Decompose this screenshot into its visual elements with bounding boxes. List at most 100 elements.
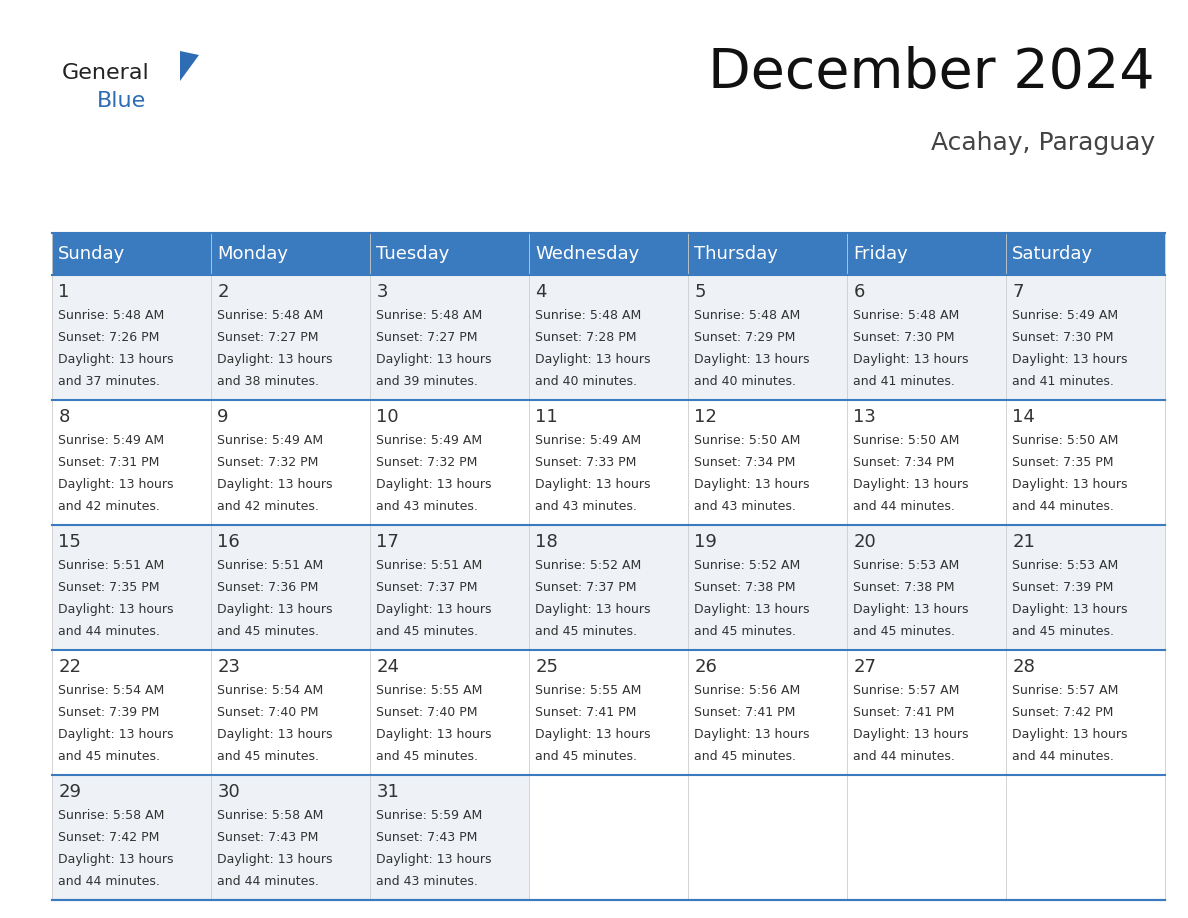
Text: Sunset: 7:30 PM: Sunset: 7:30 PM — [853, 331, 955, 344]
Text: Daylight: 13 hours: Daylight: 13 hours — [694, 728, 810, 741]
Text: Daylight: 13 hours: Daylight: 13 hours — [694, 353, 810, 366]
Text: Sunrise: 5:48 AM: Sunrise: 5:48 AM — [853, 309, 960, 322]
Text: 6: 6 — [853, 284, 865, 301]
Text: and 44 minutes.: and 44 minutes. — [1012, 500, 1114, 513]
Text: Sunset: 7:37 PM: Sunset: 7:37 PM — [377, 581, 478, 594]
Text: and 42 minutes.: and 42 minutes. — [58, 500, 160, 513]
Text: and 42 minutes.: and 42 minutes. — [217, 500, 320, 513]
Bar — [1006, 525, 1165, 650]
Text: and 44 minutes.: and 44 minutes. — [853, 750, 955, 763]
Text: Daylight: 13 hours: Daylight: 13 hours — [853, 603, 969, 616]
Text: 22: 22 — [58, 658, 81, 677]
Text: Sunday: Sunday — [58, 245, 126, 263]
Text: and 40 minutes.: and 40 minutes. — [536, 375, 637, 388]
Text: Sunrise: 5:49 AM: Sunrise: 5:49 AM — [58, 434, 164, 447]
Bar — [369, 275, 529, 400]
Text: 30: 30 — [217, 783, 240, 801]
Bar — [688, 525, 847, 650]
Text: Sunrise: 5:56 AM: Sunrise: 5:56 AM — [694, 684, 801, 698]
Text: Sunrise: 5:50 AM: Sunrise: 5:50 AM — [853, 434, 960, 447]
Text: and 45 minutes.: and 45 minutes. — [58, 750, 160, 763]
Bar — [529, 275, 688, 400]
Text: Sunrise: 5:48 AM: Sunrise: 5:48 AM — [536, 309, 642, 322]
Text: 16: 16 — [217, 533, 240, 551]
Text: Daylight: 13 hours: Daylight: 13 hours — [1012, 478, 1127, 491]
Text: Sunset: 7:32 PM: Sunset: 7:32 PM — [217, 456, 318, 469]
Text: Sunrise: 5:48 AM: Sunrise: 5:48 AM — [694, 309, 801, 322]
Bar — [52, 775, 211, 900]
Text: 14: 14 — [1012, 409, 1035, 426]
Bar — [52, 650, 211, 775]
Text: 9: 9 — [217, 409, 229, 426]
Bar — [211, 525, 369, 650]
Bar — [211, 775, 369, 900]
Bar — [369, 650, 529, 775]
Text: Daylight: 13 hours: Daylight: 13 hours — [217, 603, 333, 616]
Text: Daylight: 13 hours: Daylight: 13 hours — [377, 353, 492, 366]
Bar — [688, 275, 847, 400]
Text: Sunrise: 5:52 AM: Sunrise: 5:52 AM — [694, 559, 801, 572]
Text: 15: 15 — [58, 533, 81, 551]
Text: and 38 minutes.: and 38 minutes. — [217, 375, 320, 388]
Text: Sunrise: 5:52 AM: Sunrise: 5:52 AM — [536, 559, 642, 572]
Text: Sunrise: 5:58 AM: Sunrise: 5:58 AM — [58, 810, 165, 823]
Bar — [529, 525, 688, 650]
Text: 31: 31 — [377, 783, 399, 801]
Text: 24: 24 — [377, 658, 399, 677]
Text: 19: 19 — [694, 533, 718, 551]
Text: Daylight: 13 hours: Daylight: 13 hours — [377, 478, 492, 491]
Text: 13: 13 — [853, 409, 877, 426]
Text: Sunset: 7:39 PM: Sunset: 7:39 PM — [1012, 581, 1113, 594]
Text: Sunrise: 5:49 AM: Sunrise: 5:49 AM — [536, 434, 642, 447]
Text: Sunset: 7:40 PM: Sunset: 7:40 PM — [217, 706, 318, 719]
Text: December 2024: December 2024 — [708, 46, 1155, 100]
Text: 28: 28 — [1012, 658, 1035, 677]
Text: Daylight: 13 hours: Daylight: 13 hours — [694, 603, 810, 616]
Text: Sunset: 7:35 PM: Sunset: 7:35 PM — [58, 581, 160, 594]
Text: Daylight: 13 hours: Daylight: 13 hours — [58, 728, 173, 741]
Bar — [529, 233, 688, 275]
Text: and 44 minutes.: and 44 minutes. — [58, 875, 160, 888]
Text: Daylight: 13 hours: Daylight: 13 hours — [58, 478, 173, 491]
Bar — [211, 233, 369, 275]
Text: Daylight: 13 hours: Daylight: 13 hours — [1012, 353, 1127, 366]
Bar — [369, 775, 529, 900]
Text: Sunset: 7:26 PM: Sunset: 7:26 PM — [58, 331, 159, 344]
Text: Daylight: 13 hours: Daylight: 13 hours — [58, 353, 173, 366]
Bar — [688, 650, 847, 775]
Bar — [847, 400, 1006, 525]
Text: Daylight: 13 hours: Daylight: 13 hours — [536, 353, 651, 366]
Text: 17: 17 — [377, 533, 399, 551]
Text: Daylight: 13 hours: Daylight: 13 hours — [1012, 728, 1127, 741]
Text: 29: 29 — [58, 783, 81, 801]
Text: Daylight: 13 hours: Daylight: 13 hours — [853, 478, 969, 491]
Bar — [1006, 400, 1165, 525]
Text: 27: 27 — [853, 658, 877, 677]
Text: and 43 minutes.: and 43 minutes. — [536, 500, 637, 513]
Bar — [847, 525, 1006, 650]
Text: Sunset: 7:35 PM: Sunset: 7:35 PM — [1012, 456, 1114, 469]
Text: and 39 minutes.: and 39 minutes. — [377, 375, 479, 388]
Text: Sunrise: 5:53 AM: Sunrise: 5:53 AM — [1012, 559, 1119, 572]
Text: Daylight: 13 hours: Daylight: 13 hours — [694, 478, 810, 491]
Text: Sunset: 7:33 PM: Sunset: 7:33 PM — [536, 456, 637, 469]
Text: Tuesday: Tuesday — [377, 245, 450, 263]
Text: 7: 7 — [1012, 284, 1024, 301]
Bar — [211, 650, 369, 775]
Text: Sunset: 7:32 PM: Sunset: 7:32 PM — [377, 456, 478, 469]
Text: and 43 minutes.: and 43 minutes. — [377, 500, 479, 513]
Bar — [369, 233, 529, 275]
Bar — [369, 525, 529, 650]
Text: Sunrise: 5:55 AM: Sunrise: 5:55 AM — [377, 684, 482, 698]
Text: Sunset: 7:38 PM: Sunset: 7:38 PM — [694, 581, 796, 594]
Text: and 45 minutes.: and 45 minutes. — [536, 750, 637, 763]
Bar — [847, 650, 1006, 775]
Bar — [529, 650, 688, 775]
Text: 20: 20 — [853, 533, 876, 551]
Text: and 45 minutes.: and 45 minutes. — [217, 750, 320, 763]
Text: 4: 4 — [536, 284, 546, 301]
Text: 8: 8 — [58, 409, 70, 426]
Bar — [688, 400, 847, 525]
Bar — [52, 233, 211, 275]
Text: 26: 26 — [694, 658, 718, 677]
